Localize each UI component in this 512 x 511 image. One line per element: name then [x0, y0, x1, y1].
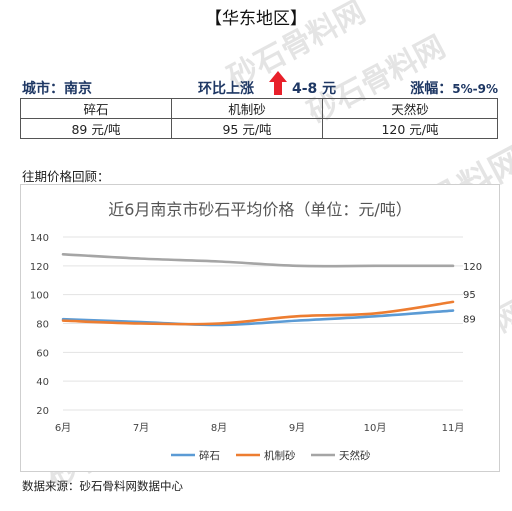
y-tick-label: 80: [36, 320, 49, 331]
chart-svg: 近6月南京市砂石平均价格（单位：元/吨） 20 40 60 80 100 120 140 6月 7…: [30, 200, 482, 462]
series-line-1: [61, 309, 455, 327]
x-tick-label: 8月: [211, 422, 227, 434]
history-label: 往期价格回顾：: [22, 169, 110, 184]
end-value-label: 120: [463, 262, 482, 273]
x-tick-label: 9月: [289, 422, 305, 434]
price-manufactured-sand: 95 元/吨: [171, 118, 323, 139]
end-value-label: 89: [463, 315, 476, 326]
price-table: 碎石 机制砂 天然砂 89 元/吨 95 元/吨 120 元/吨: [20, 98, 498, 139]
data-source: 数据来源：砂石骨料网数据中心: [22, 479, 183, 493]
summary-row: 城市：南京 环比上涨 4-8 元 涨幅：5%-9%: [22, 71, 498, 98]
header-natural-sand: 天然砂: [322, 98, 498, 119]
series-line-2: [61, 300, 455, 326]
page-title: 【华东地区】: [205, 9, 307, 29]
header-crushed-stone: 碎石: [20, 98, 172, 119]
price-natural-sand: 120 元/吨: [322, 118, 498, 139]
legend-label: 机制砂: [264, 449, 296, 462]
y-tick-label: 60: [36, 348, 49, 359]
rise-label: 涨幅：: [410, 81, 453, 97]
up-arrow-icon: [268, 70, 288, 100]
y-tick-label: 20: [36, 406, 49, 417]
city-label: 城市：南京: [22, 81, 92, 97]
series-line-3: [61, 253, 455, 268]
x-tick-label: 7月: [133, 422, 149, 434]
y-tick-label: 40: [36, 377, 49, 388]
price-crushed-stone: 89 元/吨: [20, 118, 172, 139]
header-manufactured-sand: 机制砂: [171, 98, 323, 119]
y-tick-label: 140: [30, 233, 49, 244]
end-value-label: 95: [463, 290, 476, 301]
legend-label: 天然砂: [339, 449, 371, 462]
price-chart: 近6月南京市砂石平均价格（单位：元/吨） 20 40 60 80 100 120 140 6月 7…: [20, 184, 500, 472]
rise-percentage: 涨幅：5%-9%: [410, 78, 498, 98]
chart-title: 近6月南京市砂石平均价格（单位：元/吨）: [108, 200, 412, 219]
price-table-value-row: 89 元/吨 95 元/吨 120 元/吨: [20, 118, 498, 139]
legend-label: 碎石: [199, 449, 220, 462]
y-tick-label: 120: [30, 262, 49, 273]
price-change-range: 4-8 元: [292, 81, 337, 97]
price-table-header-row: 碎石 机制砂 天然砂: [20, 98, 498, 119]
x-tick-label: 6月: [55, 422, 71, 434]
trend-label: 环比上涨: [198, 81, 254, 97]
x-tick-label: 10月: [364, 422, 387, 434]
x-tick-label: 11月: [442, 422, 465, 434]
rise-value: 5%-9%: [452, 82, 498, 96]
y-tick-label: 100: [30, 291, 49, 302]
